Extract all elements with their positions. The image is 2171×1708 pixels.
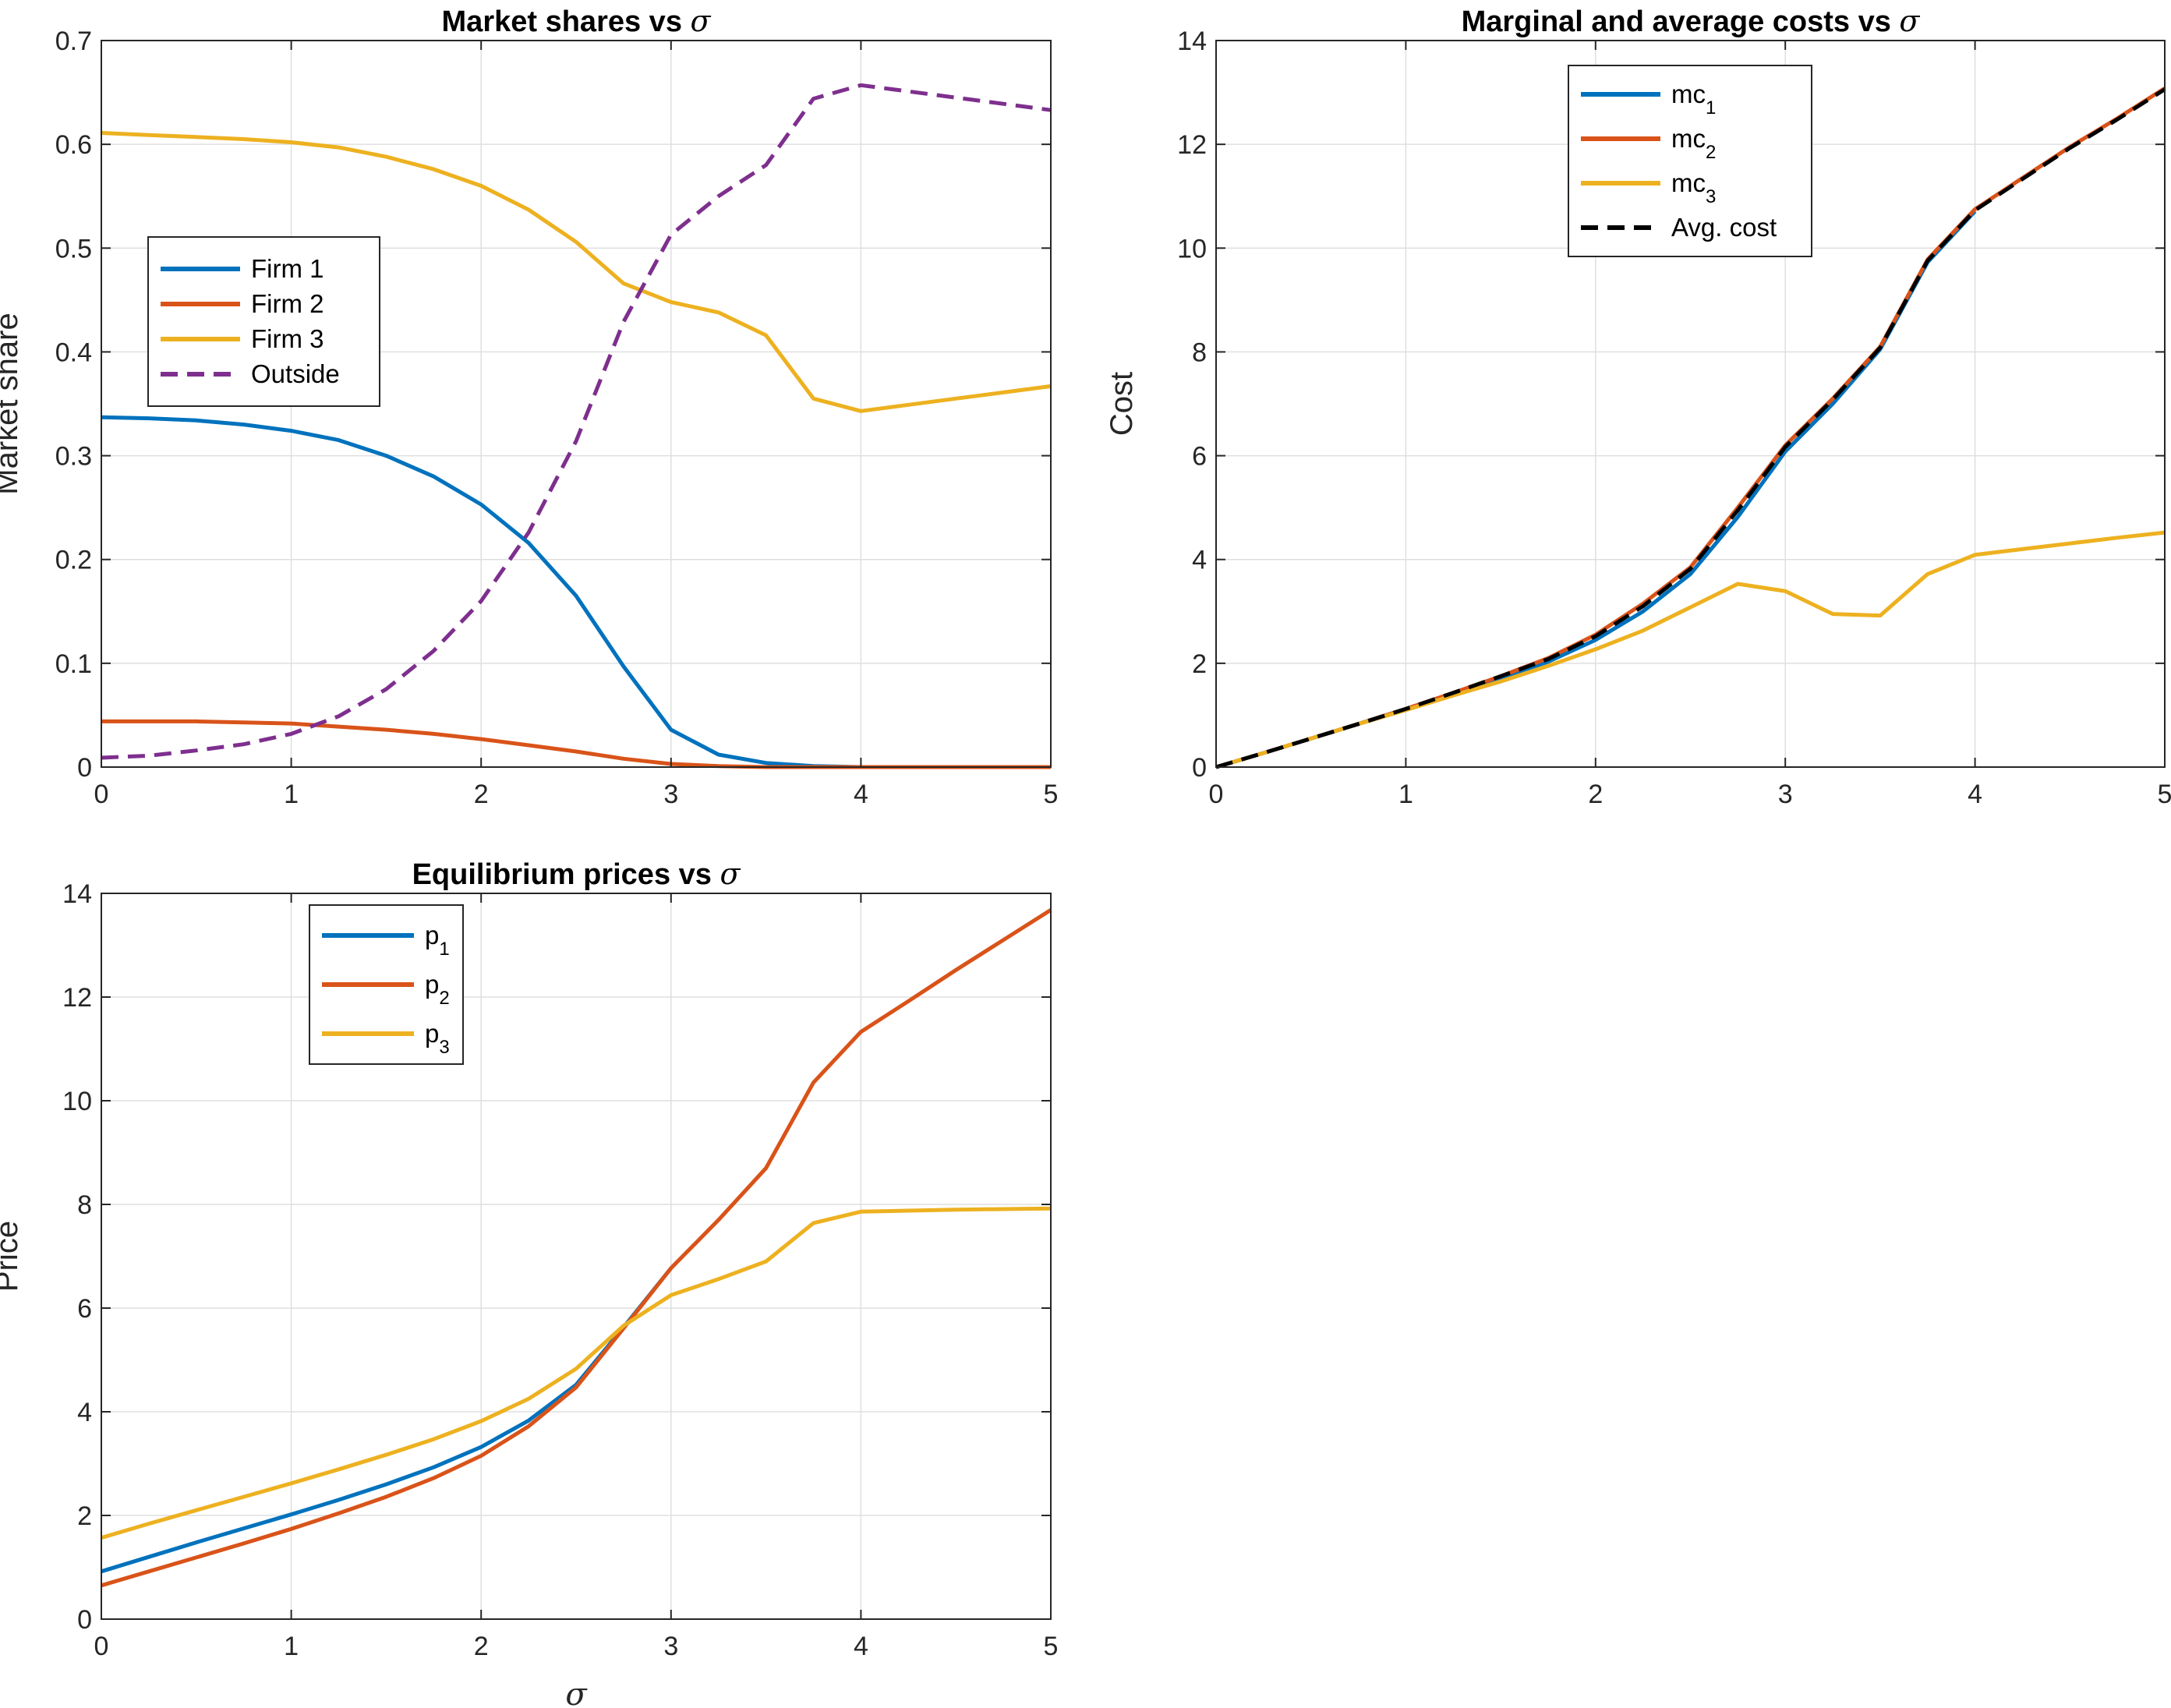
series-line-2 [101,908,1052,1588]
y-tick-label: 0.4 [55,338,92,367]
legend-label-1: p1 [425,921,450,960]
x-tick-label: 2 [474,1632,489,1661]
legend-label-4: Avg. cost [1671,213,1777,242]
legend-label-2: Firm 2 [251,289,324,318]
x-tick-label: 2 [474,780,489,809]
y-tick-label: 0 [77,1605,92,1635]
y-axis-label: Market share [0,313,24,494]
y-tick-label: 0.2 [55,546,92,575]
x-tick-label: 5 [2158,780,2171,809]
y-tick-label: 10 [62,1087,92,1116]
y-axis-label: Price [0,1221,24,1292]
x-tick-label: 0 [94,780,109,809]
x-tick-label: 5 [1044,780,1059,809]
y-tick-label: 12 [1177,130,1207,160]
y-tick-label: 6 [1192,442,1207,472]
y-tick-label: 14 [1177,27,1207,56]
x-tick-label: 4 [1968,780,1982,809]
y-tick-label: 4 [77,1398,92,1427]
legend: p1 p2 p3 [309,904,464,1065]
legend-box [1568,65,1812,257]
legend-label-1: Firm 1 [251,254,324,283]
x-tick-label: 3 [663,780,678,809]
series-line-3 [101,1206,1052,1540]
series-lines [101,908,1052,1588]
y-axis-label: Cost [1105,372,1139,436]
legend: mc1 mc2 mc3 Avg. cost [1568,65,1812,257]
y-tick-label: 0 [1192,753,1207,783]
y-tick-label: 0.3 [55,442,92,472]
y-tick-label: 14 [62,879,92,909]
y-tick-label: 2 [77,1501,92,1531]
chart-1: 0 1 2 3 4 5 0 0.1 0.2 0.3 0.4 0.5 0.6 0.7 Market share… [0,4,1058,809]
x-tick-label: 1 [284,780,299,809]
x-tick-label: 0 [1209,780,1224,809]
legend-label-4: Outside [251,359,340,388]
axes-box [101,893,1052,1620]
x-tick-label: 3 [1778,780,1793,809]
y-tick-label: 8 [77,1190,92,1220]
legend-label-3: p3 [425,1019,450,1058]
y-tick-label: 6 [77,1294,92,1324]
legend-label-2: mc2 [1671,124,1716,163]
y-tick-label: 0 [77,753,92,783]
legend-label-2: p2 [425,970,450,1009]
x-tick-label: 4 [854,780,868,809]
ticks: 0 1 2 3 4 5 0 0.1 0.2 0.3 0.4 0.5 0.6 0.7 [55,27,1059,809]
y-tick-label: 4 [1192,546,1207,575]
x-tick-label: 3 [663,1632,678,1661]
y-tick-label: 0.1 [55,649,92,679]
x-tick-label: 1 [284,1632,299,1661]
y-tick-label: 10 [1177,234,1207,263]
legend: Firm 1 Firm 2 Firm 3 Outside [147,236,380,407]
series-line-3 [101,131,1052,413]
series-line-4 [1215,87,2166,769]
x-tick-label: 1 [1398,780,1413,809]
chart-title: Market shares vs σ [442,4,712,38]
series-lines [1215,87,2166,769]
series-line-4 [101,83,1052,760]
y-tick-label: 12 [62,983,92,1013]
chart-title: Marginal and average costs vs σ [1462,4,1921,38]
y-tick-label: 0.6 [55,130,92,160]
legend-label-1: mc1 [1671,80,1716,118]
x-tick-label: 5 [1044,1632,1059,1661]
x-tick-label: 4 [854,1632,868,1661]
chart-title: Equilibrium prices vs σ [412,857,741,891]
x-tick-label: 0 [94,1632,109,1661]
x-tick-label: 2 [1588,780,1603,809]
x-axis-label: σ [565,1677,588,1708]
y-tick-label: 2 [1192,649,1207,679]
legend-label-3: Firm 3 [251,324,324,353]
y-tick-label: 8 [1192,338,1207,367]
y-tick-label: 0.5 [55,234,92,263]
axes-box [101,40,1052,768]
legend-box [147,236,380,407]
axes-box [1215,40,2166,768]
plot-area [101,893,1051,1619]
legend-label-3: mc3 [1671,168,1716,207]
y-tick-label: 0.7 [55,27,92,56]
